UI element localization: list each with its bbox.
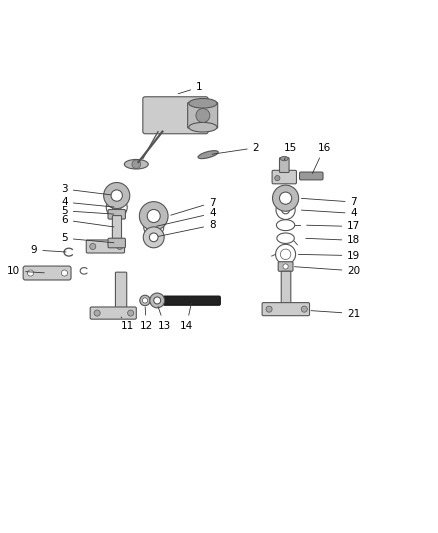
Circle shape — [28, 270, 34, 276]
Circle shape — [111, 190, 122, 201]
Text: 3: 3 — [61, 184, 114, 195]
Circle shape — [301, 306, 307, 312]
Ellipse shape — [280, 156, 288, 161]
Circle shape — [154, 297, 161, 304]
Text: 19: 19 — [298, 251, 360, 261]
FancyBboxPatch shape — [108, 238, 125, 248]
Circle shape — [275, 175, 280, 181]
Circle shape — [279, 192, 292, 204]
Circle shape — [150, 293, 165, 308]
Text: 4: 4 — [301, 208, 357, 219]
Circle shape — [143, 227, 164, 248]
Circle shape — [140, 295, 150, 305]
Text: 16: 16 — [312, 143, 331, 173]
Text: 21: 21 — [311, 309, 360, 319]
Ellipse shape — [198, 151, 218, 159]
Text: 5: 5 — [61, 233, 114, 243]
Circle shape — [149, 233, 158, 241]
FancyBboxPatch shape — [163, 296, 220, 305]
Circle shape — [272, 185, 299, 211]
Circle shape — [127, 310, 134, 316]
FancyBboxPatch shape — [187, 102, 218, 128]
Circle shape — [132, 160, 141, 168]
FancyBboxPatch shape — [281, 271, 291, 306]
FancyBboxPatch shape — [143, 97, 208, 134]
Circle shape — [147, 209, 160, 223]
Text: 12: 12 — [140, 307, 153, 330]
Circle shape — [283, 264, 288, 269]
Ellipse shape — [124, 159, 148, 169]
FancyBboxPatch shape — [300, 172, 323, 180]
Text: 7: 7 — [301, 197, 357, 207]
Circle shape — [104, 182, 130, 208]
Circle shape — [139, 201, 168, 230]
Circle shape — [142, 298, 148, 303]
Text: 15: 15 — [284, 143, 297, 160]
FancyBboxPatch shape — [86, 240, 124, 253]
FancyBboxPatch shape — [272, 171, 297, 184]
FancyBboxPatch shape — [279, 158, 289, 173]
Text: 6: 6 — [61, 215, 114, 227]
Text: 5: 5 — [61, 206, 114, 216]
FancyBboxPatch shape — [116, 272, 127, 313]
FancyBboxPatch shape — [113, 215, 121, 239]
FancyBboxPatch shape — [90, 307, 136, 319]
Text: 2: 2 — [212, 143, 259, 154]
Text: 7: 7 — [171, 198, 216, 215]
Text: 11: 11 — [121, 317, 134, 330]
Ellipse shape — [189, 123, 217, 132]
Ellipse shape — [189, 99, 217, 108]
Text: 4: 4 — [156, 208, 216, 227]
Text: 13: 13 — [158, 306, 171, 330]
Text: 9: 9 — [31, 245, 66, 255]
Text: 1: 1 — [178, 82, 203, 94]
Circle shape — [94, 310, 100, 316]
Text: 17: 17 — [307, 221, 360, 231]
Circle shape — [266, 306, 272, 312]
FancyBboxPatch shape — [278, 262, 293, 271]
Text: 14: 14 — [180, 303, 193, 330]
Circle shape — [117, 244, 123, 249]
Text: 8: 8 — [156, 220, 216, 237]
Text: 18: 18 — [306, 236, 360, 245]
FancyBboxPatch shape — [108, 209, 125, 219]
Text: 10: 10 — [7, 266, 44, 276]
Ellipse shape — [196, 109, 210, 123]
FancyBboxPatch shape — [23, 266, 71, 280]
FancyBboxPatch shape — [262, 303, 310, 316]
Text: 4: 4 — [61, 197, 114, 207]
Circle shape — [90, 244, 96, 249]
Circle shape — [61, 270, 67, 276]
Text: 20: 20 — [294, 266, 360, 276]
